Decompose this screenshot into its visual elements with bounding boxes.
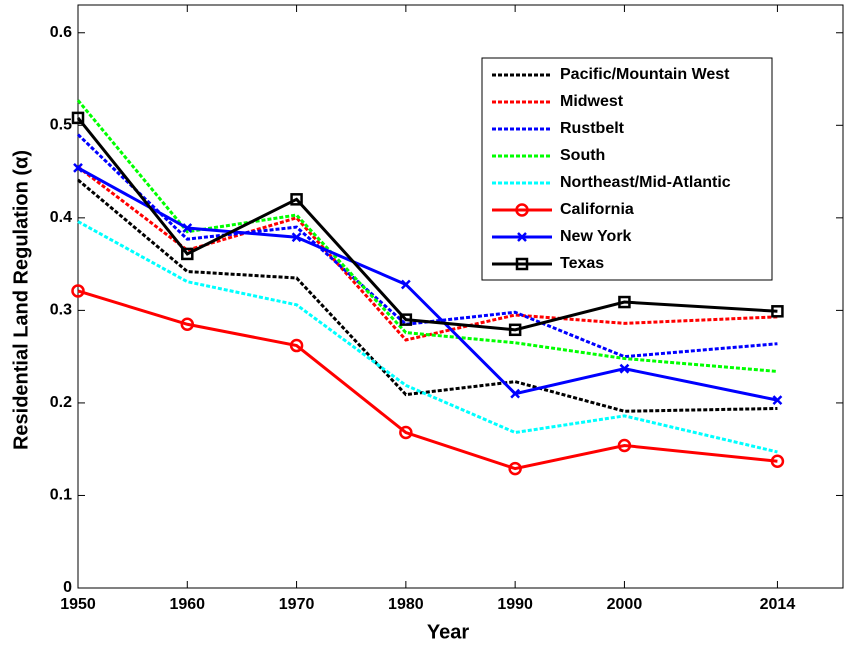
series-line <box>76 133 778 359</box>
marker <box>510 388 521 399</box>
x-axis-label: Year <box>427 621 469 643</box>
x-tick-label: 1950 <box>60 596 96 613</box>
marker <box>73 162 83 173</box>
marker <box>182 223 193 233</box>
legend-label: New York <box>560 228 632 245</box>
y-tick-label: 0.2 <box>50 394 72 411</box>
marker <box>289 338 304 353</box>
marker <box>772 395 783 406</box>
marker <box>399 313 413 326</box>
x-tick-label: 1990 <box>497 596 533 613</box>
legend: Pacific/Mountain West Midwest Rustbelt Sout… <box>481 57 773 281</box>
marker <box>515 257 529 271</box>
marker <box>399 425 413 440</box>
marker <box>517 232 527 242</box>
marker <box>619 363 630 374</box>
legend-label: California <box>560 201 634 218</box>
y-axis-label: Residential Land Regulation (α) <box>10 150 32 450</box>
marker <box>290 193 303 206</box>
legend-label: Midwest <box>560 93 624 110</box>
legend-label: Rustbelt <box>560 120 625 137</box>
x-tick-label: 1980 <box>388 596 424 613</box>
marker <box>71 111 85 125</box>
marker <box>180 317 195 332</box>
series-line <box>76 99 778 373</box>
y-tick-label: 0.3 <box>50 302 72 319</box>
series-line <box>77 220 778 454</box>
series-line <box>77 165 778 342</box>
series-line <box>77 289 778 471</box>
marker <box>508 461 522 476</box>
y-tick-label: 0.4 <box>50 209 72 226</box>
y-tick-label: 0.6 <box>50 24 72 41</box>
legend-label: Texas <box>560 255 604 272</box>
marker <box>291 232 302 243</box>
y-tick-label: 0.5 <box>50 117 72 134</box>
marker <box>515 203 529 217</box>
y-tick-label: 0 <box>63 579 72 596</box>
x-tick-label: 2014 <box>760 596 796 613</box>
marker <box>508 323 522 337</box>
legend-box <box>481 57 773 281</box>
legend-label: Northeast/Mid-Atlantic <box>560 174 731 191</box>
y-tick-label: 0.1 <box>50 487 72 504</box>
series-line <box>76 116 778 332</box>
legend-label: Pacific/Mountain West <box>560 66 730 83</box>
x-tick-label: 1970 <box>279 596 315 613</box>
marker <box>770 454 785 468</box>
marker <box>400 279 411 290</box>
series-line <box>77 178 778 413</box>
marker <box>771 305 784 318</box>
marker <box>617 438 632 453</box>
x-tick-label: 1960 <box>169 596 205 613</box>
marker <box>71 284 85 298</box>
x-tick-label: 2000 <box>607 596 643 613</box>
legend-label: South <box>560 147 605 164</box>
marker <box>181 247 194 261</box>
marker <box>618 295 631 309</box>
